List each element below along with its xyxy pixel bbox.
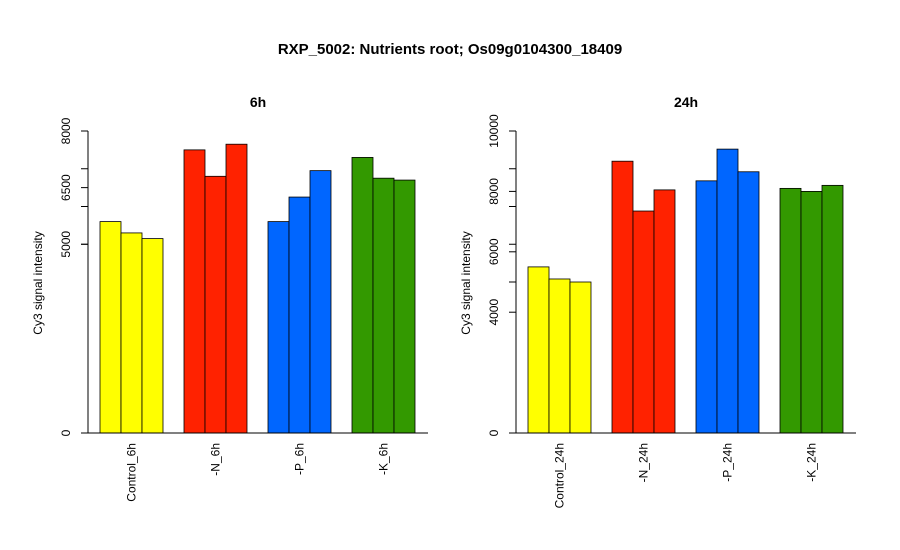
y-axis-24h: 0 4000 6000 8000 10000 [487,114,517,436]
y-tick-label: 4000 [487,299,501,326]
category-label: -P_6h [293,443,307,475]
y-axis-label-24h: Cy3 signal intensity [459,231,473,334]
bar [309,170,332,434]
category-label: Control_6h [125,443,139,502]
bar [372,177,395,434]
y-tick-label: 6500 [59,174,73,201]
y-axis-label-6h: Cy3 signal intensity [31,231,45,334]
bar [267,221,290,434]
bar [393,179,416,434]
bar [569,281,592,434]
bar [632,210,655,434]
bar [99,221,122,434]
category-label: -N_24h [637,443,651,482]
bar [800,190,823,434]
panel-title-6h: 6h [250,94,266,110]
category-label: -K_24h [805,443,819,482]
category-labels-6h: Control_6h -N_6h -P_6h -K_6h [125,443,391,502]
bar [183,149,206,434]
category-label: -P_24h [721,443,735,482]
bar [204,175,227,434]
panel-title-24h: 24h [674,94,698,110]
bar [288,196,311,434]
bar [548,278,571,434]
y-tick-label: 5000 [59,231,73,258]
category-label: -K_6h [377,443,391,475]
y-tick-label: 0 [487,429,501,436]
y-tick-label: 6000 [487,238,501,265]
y-tick-label: 8000 [487,178,501,205]
panel-6h: 6h Cy3 signal intensity 0 5000 6500 8000 Co… [31,94,428,502]
y-tick-label: 10000 [487,114,501,148]
bar [351,157,374,434]
bar [779,187,802,434]
panel-24h: 24h Cy3 signal intensity 0 4000 6000 8000 10… [459,94,856,508]
bar [716,148,739,434]
bar [120,232,143,434]
bar [527,266,550,434]
y-axis-6h: 0 5000 6500 8000 [59,117,89,436]
bar [141,238,164,434]
bar [611,160,634,434]
bar [653,189,676,434]
y-tick-label: 8000 [59,117,73,144]
category-label: -N_6h [209,443,223,476]
bar [821,184,844,434]
bar [225,143,248,434]
bar [695,180,718,434]
y-tick-label: 0 [59,429,73,436]
category-labels-24h: Control_24h -N_24h -P_24h -K_24h [553,443,819,508]
figure-title: RXP_5002: Nutrients root; Os09g0104300_1… [278,41,622,58]
bars-6h [99,143,416,434]
category-label: Control_24h [553,443,567,508]
bar [737,171,760,434]
bars-24h [527,148,844,434]
